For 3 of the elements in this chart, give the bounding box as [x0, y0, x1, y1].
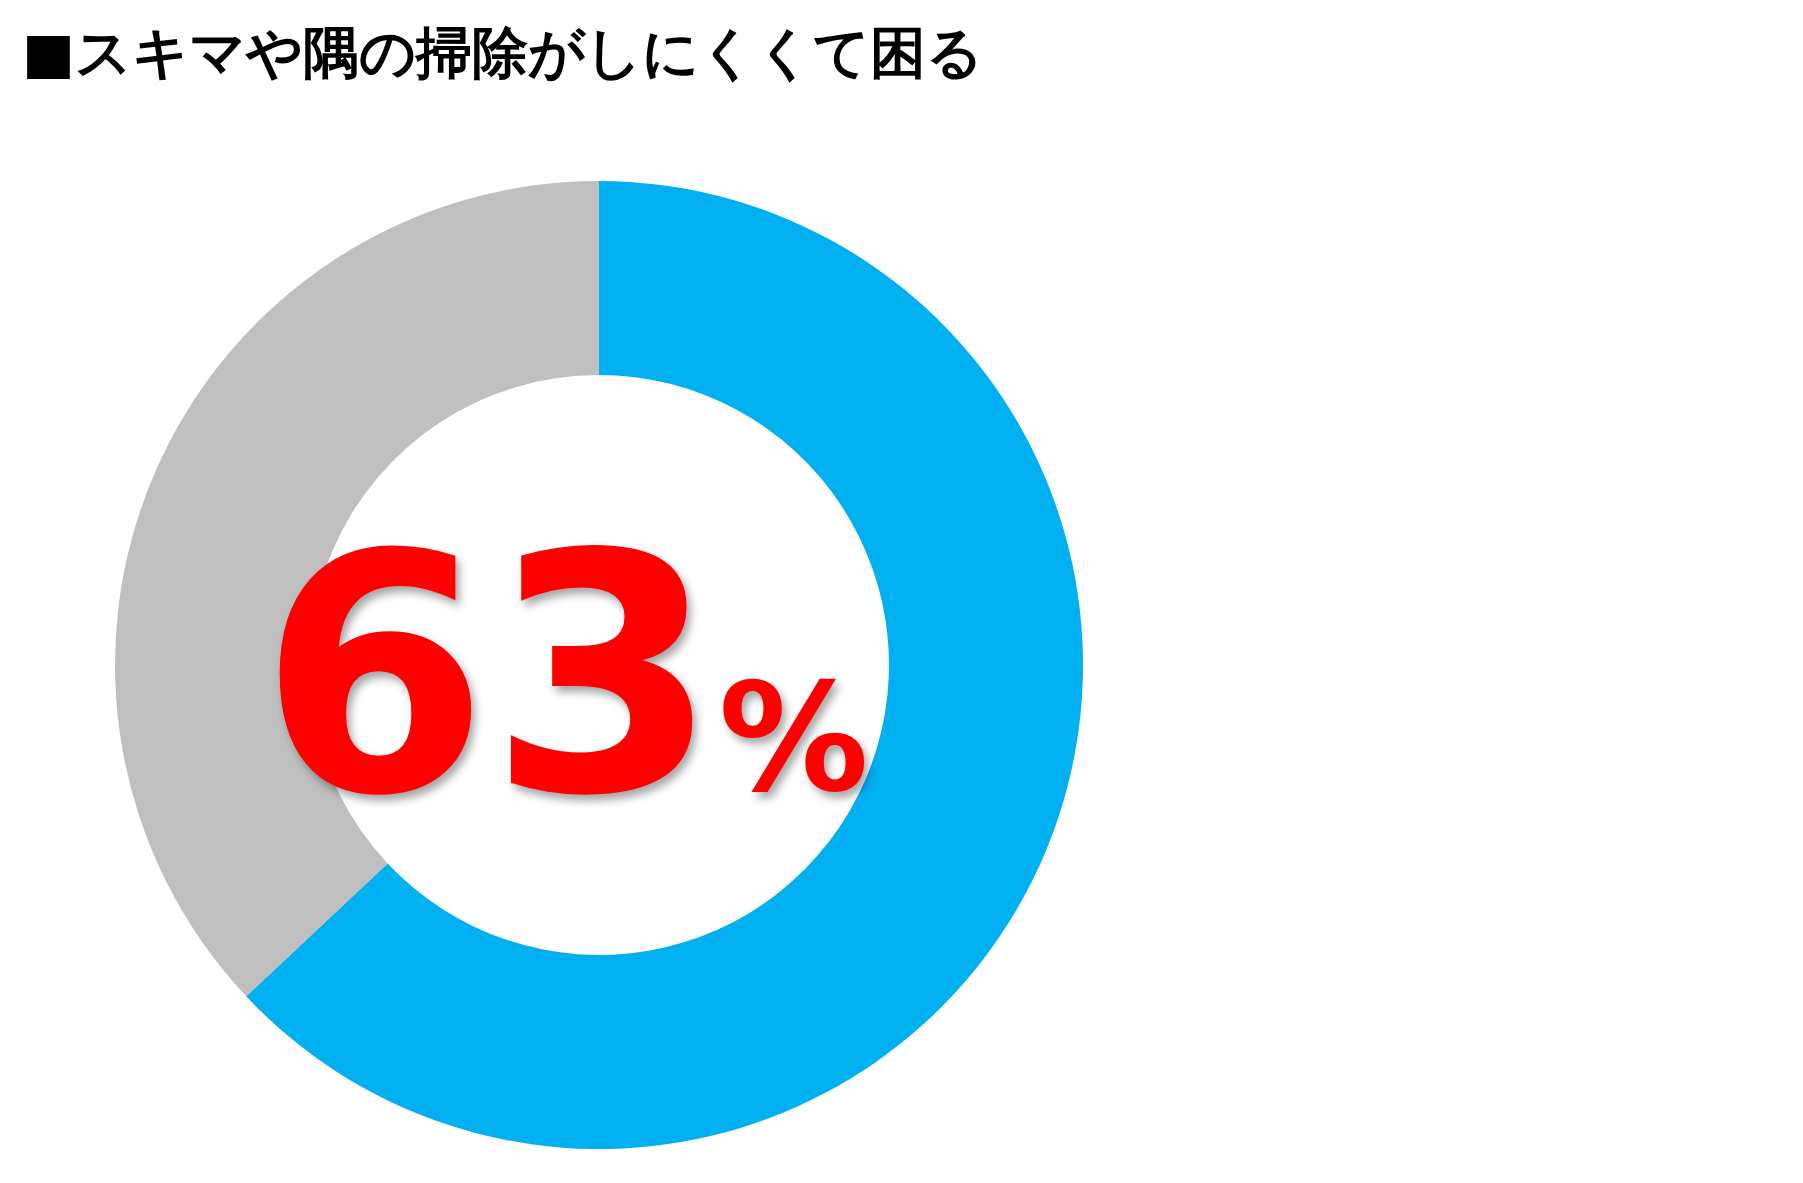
chart-title: ■スキマや隅の掃除がしにくくて困る: [22, 19, 983, 87]
donut-slice: [246, 181, 1083, 1149]
data-label: 63%: [259, 484, 869, 868]
